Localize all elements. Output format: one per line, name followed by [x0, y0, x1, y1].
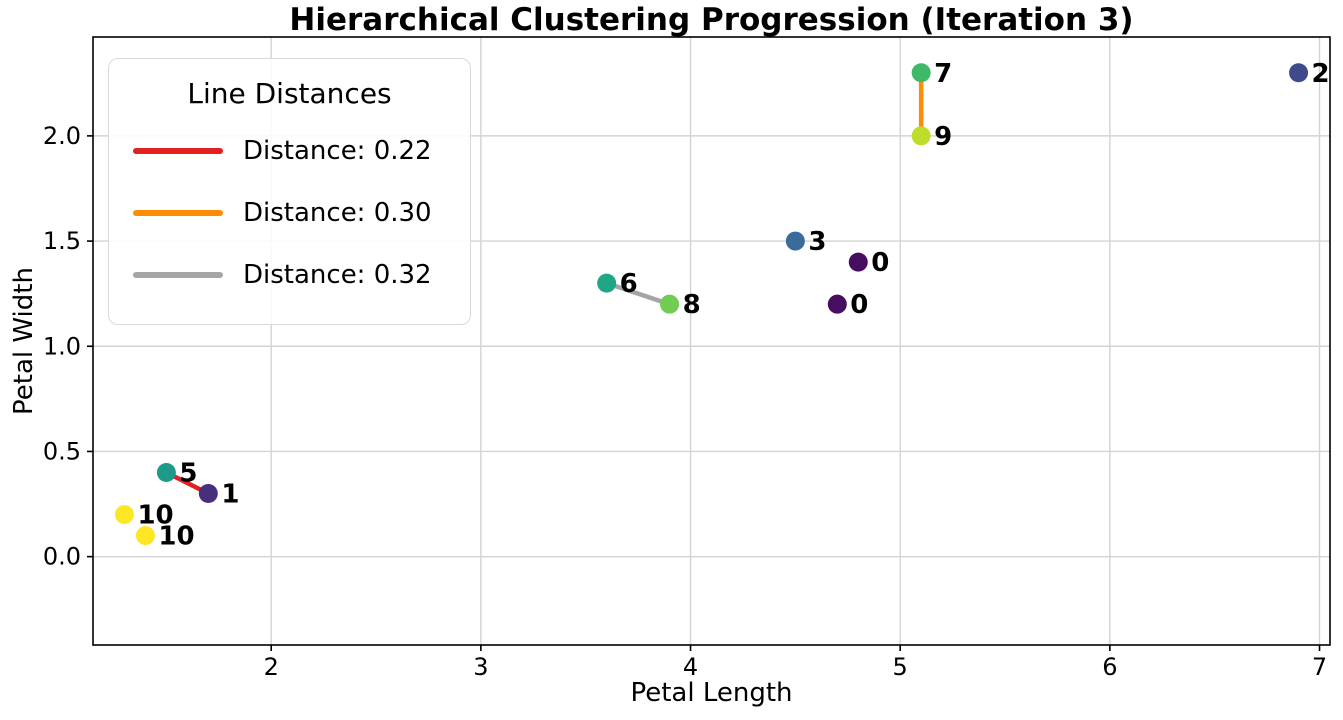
- y-axis-label: Petal Width: [9, 267, 39, 415]
- x-tick-label: 2: [264, 653, 279, 681]
- point-7: [911, 63, 931, 83]
- point-label-10: 10: [158, 522, 194, 552]
- x-axis-label: Petal Length: [630, 678, 793, 708]
- legend-entries: Distance: 0.22 Distance: 0.30 Distance: 0.…: [109, 136, 470, 290]
- legend-entry: Distance: 0.22: [109, 136, 470, 166]
- point-label-7: 7: [934, 59, 952, 89]
- point-2: [1289, 63, 1309, 83]
- legend-entry-label: Distance: 0.22: [243, 136, 432, 166]
- point-8: [660, 294, 680, 314]
- point-0: [827, 294, 847, 314]
- chart-title: Hierarchical Clustering Progression (Ite…: [289, 2, 1134, 38]
- legend-entry-label: Distance: 0.30: [243, 198, 432, 228]
- plot-border: [92, 36, 1331, 646]
- point-label-10: 10: [137, 501, 173, 531]
- point-10: [114, 505, 134, 525]
- point-label-0: 0: [850, 290, 868, 320]
- x-tick-label: 5: [893, 653, 908, 681]
- point-5: [156, 462, 176, 482]
- legend-line-swatch-icon: [133, 210, 223, 216]
- legend-entry: Distance: 0.30: [109, 198, 470, 228]
- legend-line-swatch-icon: [133, 148, 223, 154]
- y-tick-label: 0.0: [43, 543, 81, 571]
- legend-entry-label: Distance: 0.32: [243, 260, 432, 290]
- cluster-connection-line: [605, 281, 671, 307]
- point-10: [135, 526, 155, 546]
- x-tick-label: 3: [473, 653, 488, 681]
- point-6: [597, 273, 617, 293]
- point-label-3: 3: [808, 227, 826, 257]
- legend-line-swatch-icon: [133, 272, 223, 278]
- y-tick-label: 2.0: [43, 122, 81, 150]
- point-label-9: 9: [934, 122, 952, 152]
- point-1: [198, 484, 218, 504]
- point-label-2: 2: [1312, 59, 1330, 89]
- point-0: [848, 252, 868, 272]
- y-tick-label: 0.5: [43, 437, 81, 465]
- y-tick-label: 1.5: [43, 227, 81, 255]
- legend-title: Line Distances: [187, 77, 392, 110]
- legend: Line Distances Distance: 0.22 Distance: 0…: [108, 58, 471, 325]
- point-label-8: 8: [683, 290, 701, 320]
- x-tick-label: 6: [1102, 653, 1117, 681]
- x-tick-label: 4: [683, 653, 698, 681]
- x-tick-label: 7: [1312, 653, 1327, 681]
- point-3: [785, 231, 805, 251]
- point-label-5: 5: [179, 458, 197, 488]
- y-tick-label: 1.0: [43, 332, 81, 360]
- legend-entry: Distance: 0.32: [109, 260, 470, 290]
- point-label-1: 1: [221, 480, 239, 510]
- point-label-6: 6: [620, 269, 638, 299]
- point-9: [911, 126, 931, 146]
- point-label-0: 0: [871, 248, 889, 278]
